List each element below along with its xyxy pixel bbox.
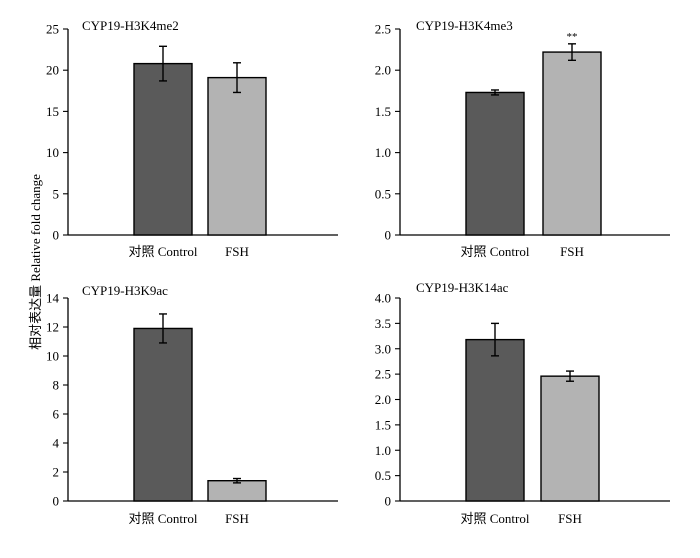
- y-tick-label: 6: [53, 407, 60, 422]
- y-tick-label: 4.0: [375, 291, 391, 306]
- category-label: 对照 Control: [129, 511, 198, 526]
- panel-title: CYP19-H3K14ac: [416, 280, 509, 295]
- y-tick-label: 2.0: [375, 392, 391, 407]
- category-label: FSH: [225, 244, 249, 259]
- y-tick-label: 0.5: [375, 186, 391, 201]
- bar-fsh: [207, 480, 267, 502]
- category-label: FSH: [558, 511, 582, 526]
- y-tick-label: 0: [385, 494, 392, 509]
- y-tick-label: 0.5: [375, 468, 391, 483]
- y-tick-label: 2.5: [375, 22, 391, 37]
- bar-control: [465, 91, 525, 236]
- y-tick-label: 12: [46, 320, 59, 335]
- chart-panel-4: 0 0.5 1.0 1.5 2.0 2.5 3.0 3.5 4.0 CYP19-H3K14ac 对照…: [375, 280, 670, 526]
- chart-panel-2: 0 0.5 1.0 1.5 2.0 2.5 CYP19-H3K4me3 对照 Control F…: [375, 18, 670, 259]
- y-tick-label: 3.0: [375, 341, 391, 356]
- bar-fsh: [542, 51, 602, 236]
- y-tick-label: 14: [46, 291, 60, 306]
- panel-title: CYP19-H3K9ac: [82, 283, 168, 298]
- y-tick-label: 20: [46, 63, 59, 78]
- y-tick-label: 1.5: [375, 104, 391, 119]
- category-label: 对照 Control: [129, 244, 198, 259]
- chart-panel-1: 0 5 10 15 20 25 CYP19-H3K4me2 对照 Control FSH: [46, 18, 338, 259]
- y-tick-label: 10: [46, 145, 59, 160]
- y-tick-label: 0: [53, 494, 60, 509]
- panel-title: CYP19-H3K4me2: [82, 18, 179, 33]
- category-label: 对照 Control: [461, 244, 530, 259]
- y-tick-label: 0: [385, 228, 392, 243]
- y-tick-label: 4: [53, 436, 60, 451]
- y-tick-label: 8: [53, 378, 60, 393]
- y-tick-label: 1.5: [375, 417, 391, 432]
- bar-fsh: [540, 375, 600, 502]
- bar-control: [133, 327, 193, 502]
- y-tick-label: 2.5: [375, 367, 391, 382]
- category-label: 对照 Control: [461, 511, 530, 526]
- bar-fsh: [207, 76, 267, 236]
- bar-control: [133, 62, 193, 236]
- y-tick-label: 15: [46, 104, 59, 119]
- y-tick-label: 3.5: [375, 316, 391, 331]
- y-tick-label: 2: [53, 465, 60, 480]
- y-tick-label: 1.0: [375, 443, 391, 458]
- y-tick-label: 0: [53, 228, 60, 243]
- y-tick-label: 25: [46, 22, 59, 37]
- bar-control: [465, 338, 525, 502]
- y-axis-label: 相对表达量 Relative fold change: [28, 174, 43, 350]
- chart-panel-3: 0 2 4 6 8 10 12 14 CYP19-H3K9ac 对照 Control FSH: [46, 283, 338, 526]
- y-tick-label: 2.0: [375, 63, 391, 78]
- panel-title: CYP19-H3K4me3: [416, 18, 513, 33]
- y-tick-label: 10: [46, 349, 59, 364]
- category-label: FSH: [225, 511, 249, 526]
- significance-label: **: [567, 31, 578, 43]
- y-tick-label: 5: [53, 186, 60, 201]
- category-label: FSH: [560, 244, 584, 259]
- y-tick-label: 1.0: [375, 145, 391, 160]
